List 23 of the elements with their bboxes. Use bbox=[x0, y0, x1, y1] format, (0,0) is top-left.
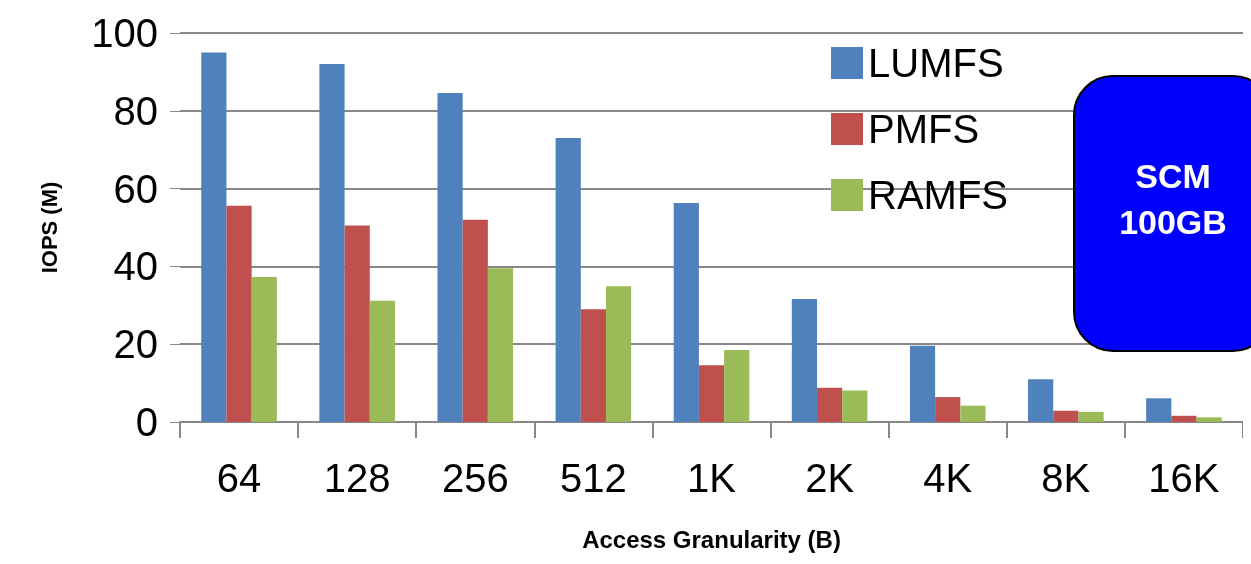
y-tick-label: 100 bbox=[91, 11, 158, 55]
x-tick-label: 128 bbox=[323, 456, 391, 500]
y-axis-title: IOPS (M) bbox=[36, 181, 62, 274]
y-tick-label: 80 bbox=[113, 88, 158, 133]
callout-box: SCM 100GB bbox=[1073, 75, 1251, 352]
x-tick-label: 2K bbox=[805, 456, 855, 500]
y-tick-label: 0 bbox=[135, 400, 158, 444]
legend-label: LUMFS bbox=[868, 41, 1004, 85]
x-tick-label: 64 bbox=[216, 456, 262, 500]
x-tick-label: 256 bbox=[441, 456, 509, 500]
x-tick-label: 16K bbox=[1148, 456, 1220, 500]
x-tick-label: 8K bbox=[1041, 456, 1091, 500]
y-tick-label: 60 bbox=[113, 166, 158, 211]
annotation: 100GB bbox=[1119, 201, 1227, 243]
x-tick-label: 1K bbox=[687, 456, 737, 500]
x-axis-title: Access Granularity (B) bbox=[582, 525, 841, 553]
y-tick-label: 40 bbox=[113, 244, 158, 289]
y-tick-label: 20 bbox=[113, 322, 158, 367]
x-tick-label: 4K bbox=[923, 456, 973, 500]
legend-label: RAMFS bbox=[868, 173, 1008, 217]
x-tick-label: 512 bbox=[560, 456, 627, 500]
legend-label: PMFS bbox=[868, 107, 980, 151]
annotation: SCM bbox=[1135, 155, 1211, 197]
